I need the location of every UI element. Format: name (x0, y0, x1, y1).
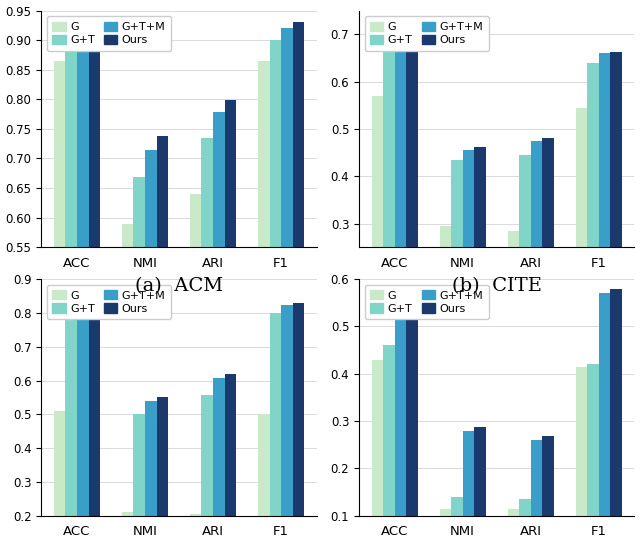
Legend: G, G+T, G+T+M, Ours: G, G+T, G+T+M, Ours (47, 16, 171, 51)
Bar (611, 52, 622, 366)
Bar (383, 345, 395, 544)
Bar (599, 53, 611, 366)
Bar (406, 289, 418, 544)
Bar (269, 40, 281, 544)
Bar (519, 499, 531, 544)
Bar (463, 150, 474, 366)
Bar (202, 395, 213, 544)
Bar (133, 415, 145, 544)
Text: (b)  CITE: (b) CITE (452, 277, 541, 295)
Bar (88, 299, 100, 544)
Text: (a)  ACM: (a) ACM (135, 277, 223, 295)
Bar (54, 411, 65, 544)
Bar (65, 311, 77, 544)
Bar (213, 378, 225, 544)
Bar (440, 509, 451, 544)
Bar (225, 101, 236, 544)
Bar (258, 61, 269, 544)
Bar (122, 224, 133, 544)
Bar (599, 293, 611, 544)
Bar (371, 360, 383, 544)
Bar (371, 96, 383, 366)
Bar (474, 426, 486, 544)
Bar (258, 415, 269, 544)
Bar (292, 303, 304, 544)
Bar (451, 159, 463, 366)
Bar (531, 141, 542, 366)
Bar (588, 364, 599, 544)
Bar (225, 374, 236, 544)
Bar (269, 313, 281, 544)
Bar (54, 61, 65, 544)
Bar (383, 34, 395, 366)
Bar (588, 63, 599, 366)
Bar (281, 28, 292, 544)
Bar (451, 497, 463, 544)
Bar (133, 177, 145, 544)
Bar (190, 194, 202, 544)
Bar (406, 24, 418, 366)
Bar (474, 147, 486, 366)
Bar (213, 112, 225, 544)
Bar (145, 401, 157, 544)
Bar (65, 40, 77, 544)
Bar (463, 431, 474, 544)
Bar (292, 22, 304, 544)
Bar (77, 28, 88, 544)
Bar (157, 397, 168, 544)
Bar (202, 138, 213, 544)
Bar (575, 367, 588, 544)
Bar (575, 108, 588, 366)
Bar (157, 136, 168, 544)
Legend: G, G+T, G+T+M, Ours: G, G+T, G+T+M, Ours (47, 285, 171, 319)
Bar (611, 289, 622, 544)
Bar (281, 305, 292, 544)
Bar (508, 509, 519, 544)
Bar (145, 150, 157, 544)
Bar (395, 293, 406, 544)
Bar (440, 226, 451, 366)
Bar (88, 22, 100, 544)
Bar (508, 231, 519, 366)
Legend: G, G+T, G+T+M, Ours: G, G+T, G+T+M, Ours (365, 16, 488, 51)
Bar (190, 514, 202, 544)
Bar (542, 436, 554, 544)
Bar (122, 512, 133, 544)
Bar (531, 440, 542, 544)
Bar (519, 155, 531, 366)
Legend: G, G+T, G+T+M, Ours: G, G+T, G+T+M, Ours (365, 285, 488, 319)
Bar (77, 302, 88, 544)
Bar (542, 138, 554, 366)
Bar (395, 26, 406, 366)
